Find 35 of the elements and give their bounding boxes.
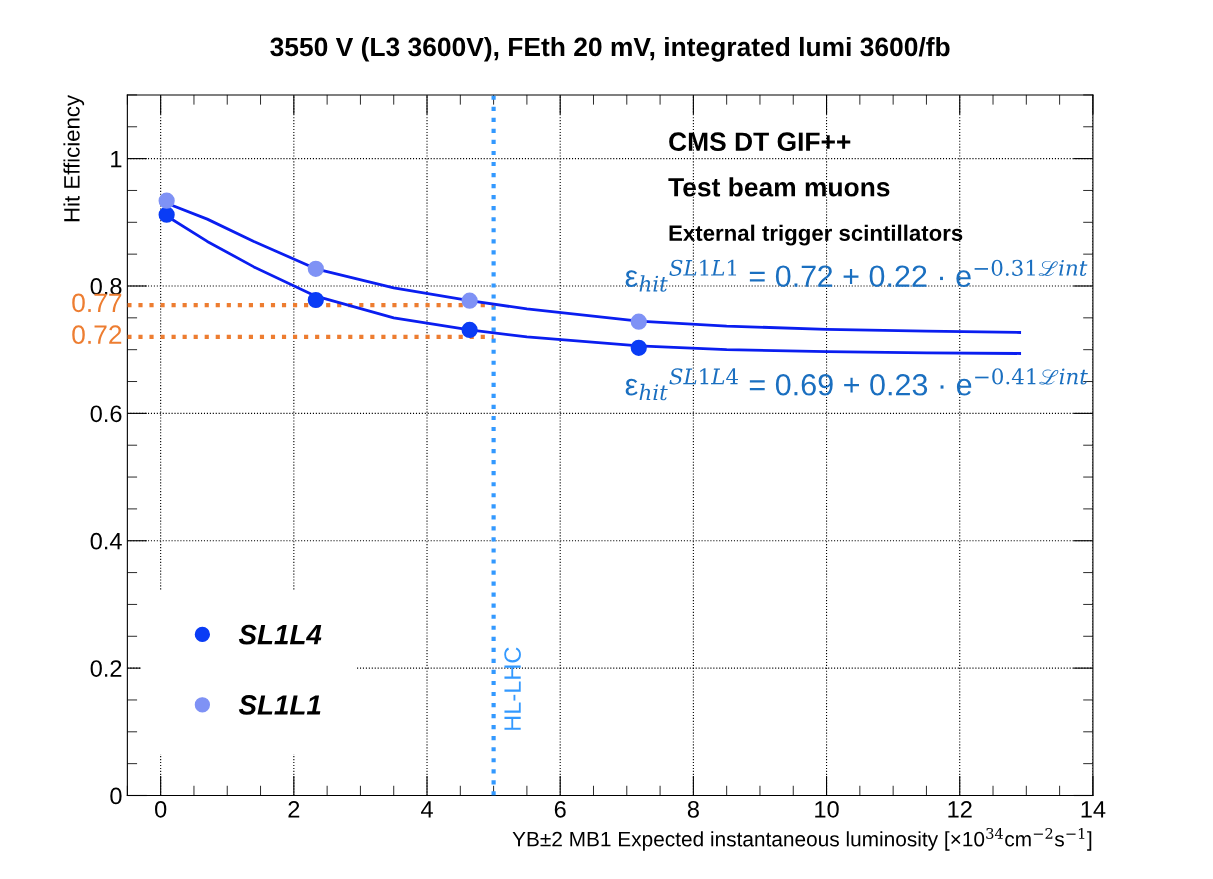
y-axis-title: Hit Efficiency — [63, 94, 85, 222]
x-tick-label: 0 — [155, 800, 167, 818]
x-tick-label: 4 — [421, 801, 433, 818]
ref-line-label: HL-LHC — [504, 647, 521, 730]
y-tick-label: 0 — [110, 787, 122, 805]
point — [630, 313, 647, 330]
ref-line-label: 0.77 — [72, 293, 122, 313]
y-tick-label: 0.4 — [90, 532, 122, 550]
x-tick-label: 10 — [815, 800, 839, 818]
annotation: ε$_{hit}$$^{SL1L4}$ = 0.69 + 0.23 · e$^{−0.41ℒint}$ — [625, 368, 1088, 401]
y-tick-label: 0.8 — [90, 278, 122, 295]
point — [461, 292, 478, 309]
point — [158, 192, 175, 209]
point — [307, 260, 324, 277]
x-tick-label: 6 — [554, 800, 566, 818]
point — [630, 339, 647, 356]
x-tick-label: 2 — [288, 800, 300, 818]
y-tick-label: 0.6 — [90, 405, 122, 423]
ref-line-label: 0.72 — [72, 325, 122, 345]
chart-title: 3550 V (L3 3600V), FEth 20 mV, integrated lumi 3600/fb — [270, 36, 950, 62]
x-tick-label: 12 — [948, 800, 972, 818]
legend-label: SL1L4 — [238, 624, 322, 645]
point — [307, 291, 324, 309]
x-tick-label: 14 — [1081, 801, 1106, 818]
y-tick-label: 1 — [111, 150, 122, 168]
annotation: External trigger scintillators — [669, 224, 963, 246]
legend-label: SL1L1 — [238, 695, 321, 715]
x-tick-label: 8 — [687, 800, 699, 818]
annotation: CMS DT GIF++ — [669, 132, 851, 152]
point — [158, 206, 175, 223]
x-axis-title: YB±2 MB1 Expected instantaneous luminosity [×10$^{34}$cm$^{−2}$s$^{−1}$] — [512, 827, 1092, 851]
annotation: ε$_{hit}$$^{SL1L1}$ = 0.72 + 0.22 · e$^{−0.31ℒint}$ — [625, 259, 1088, 292]
y-tick-label: 0.2 — [90, 660, 122, 677]
point — [461, 321, 478, 339]
annotation: Test beam muons — [668, 177, 890, 197]
